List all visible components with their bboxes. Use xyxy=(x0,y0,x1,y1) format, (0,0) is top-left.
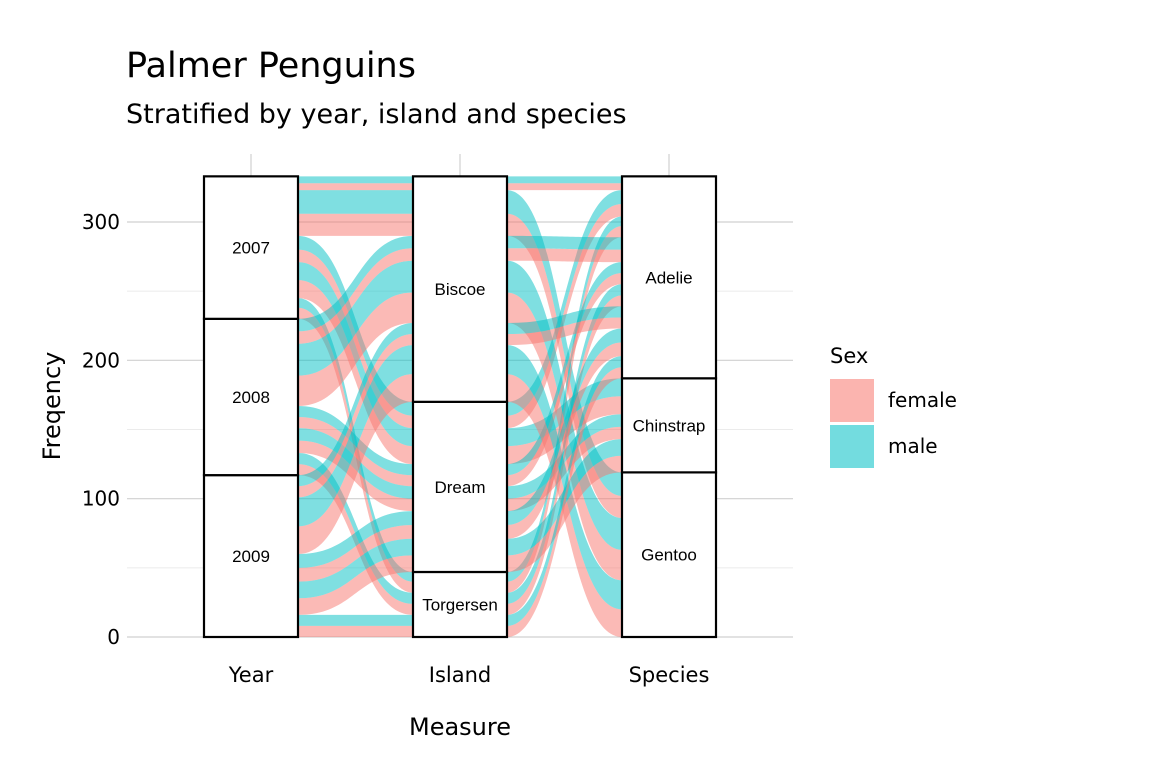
flow-ribbon xyxy=(507,455,622,572)
flow-ribbon xyxy=(298,248,413,344)
legend: Sex female male xyxy=(830,344,957,468)
flow-ribbon xyxy=(298,235,413,332)
flow-ribbon xyxy=(298,322,413,487)
flow-ribbon xyxy=(507,345,622,610)
legend-title: Sex xyxy=(830,344,868,368)
flow-ribbon xyxy=(507,190,622,416)
flow-ribbon xyxy=(507,235,622,250)
flow-ribbon xyxy=(298,190,413,214)
flow-ribbon xyxy=(507,262,622,476)
flow-ribbon xyxy=(507,367,622,637)
flow-ribbon xyxy=(507,295,622,615)
flow-ribbon xyxy=(298,260,413,376)
flow-ribbon xyxy=(298,345,413,527)
stratum-label: 2008 xyxy=(232,388,270,407)
stratum-label: Dream xyxy=(434,478,485,497)
y-tick-label: 200 xyxy=(82,348,120,372)
flow-ribbon xyxy=(298,292,413,406)
flow-ribbon xyxy=(507,328,622,525)
flow-ribbon xyxy=(507,306,622,335)
flow-ribbon xyxy=(507,183,622,191)
chart-title: Palmer Penguins xyxy=(126,46,416,86)
legend-swatch xyxy=(830,379,874,422)
x-tick-label: Island xyxy=(429,663,491,687)
flow-ribbon xyxy=(298,334,413,498)
stratum-box xyxy=(202,317,300,477)
flow-ribbon xyxy=(298,625,413,637)
flow-ribbon xyxy=(507,317,622,346)
chart-subtitle: Stratified by year, island and species xyxy=(126,99,627,130)
stratum-label: Chinstrap xyxy=(633,416,706,435)
x-axis-ticks: Year Island Species xyxy=(228,663,710,687)
stratum-label: 2007 xyxy=(232,239,270,258)
flow-ribbon xyxy=(298,511,413,568)
stratum-box xyxy=(202,474,300,639)
stratum-label: Gentoo xyxy=(641,546,697,565)
flow-ribbon xyxy=(298,538,413,599)
x-tick-label: Year xyxy=(228,663,274,687)
flow-ribbon xyxy=(507,248,622,263)
flow-ribbon xyxy=(298,555,413,615)
legend-label: male xyxy=(888,434,938,458)
flow-ribbon xyxy=(298,176,413,184)
y-tick-label: 0 xyxy=(107,625,120,649)
flow-ribbon xyxy=(507,190,622,496)
y-axis-ticks: 0 100 200 300 xyxy=(82,210,120,649)
stratum-box xyxy=(620,377,718,474)
flow-ribbon xyxy=(507,342,622,539)
legend-swatch xyxy=(830,425,874,468)
stratum-box xyxy=(620,471,718,639)
stratum-label: Torgersen xyxy=(422,595,498,614)
flow-ribbon xyxy=(507,273,622,487)
stratum-label: Adelie xyxy=(645,268,692,287)
x-tick-label: Species xyxy=(629,663,710,687)
strata-boxes: 2009 2008 2007 Torgersen Dream Biscoe Gentoo Ch… xyxy=(202,175,718,639)
flow-ribbon xyxy=(298,453,413,604)
x-axis-label: Measure xyxy=(409,713,511,741)
flow-ribbon xyxy=(507,260,622,550)
stratum-box xyxy=(411,175,509,403)
stratum-label: 2009 xyxy=(232,547,270,566)
y-axis-label: Freqency xyxy=(38,352,66,461)
flow-ribbon xyxy=(298,374,413,554)
legend-label: female xyxy=(888,388,957,412)
stratum-label: Biscoe xyxy=(434,280,485,299)
stratum-box xyxy=(202,175,300,320)
y-tick-label: 100 xyxy=(82,487,120,511)
y-tick-label: 300 xyxy=(82,210,120,234)
flow-ribbon xyxy=(507,176,622,184)
stratum-box xyxy=(620,175,718,380)
flow-ribbon xyxy=(298,183,413,191)
flow-ribbon xyxy=(298,280,413,465)
flow-ribbon xyxy=(298,524,413,582)
flow-ribbon xyxy=(298,213,413,236)
flow-ribbon xyxy=(507,356,622,626)
flow-ribbon xyxy=(298,614,413,626)
flow-ribbons xyxy=(298,176,622,637)
